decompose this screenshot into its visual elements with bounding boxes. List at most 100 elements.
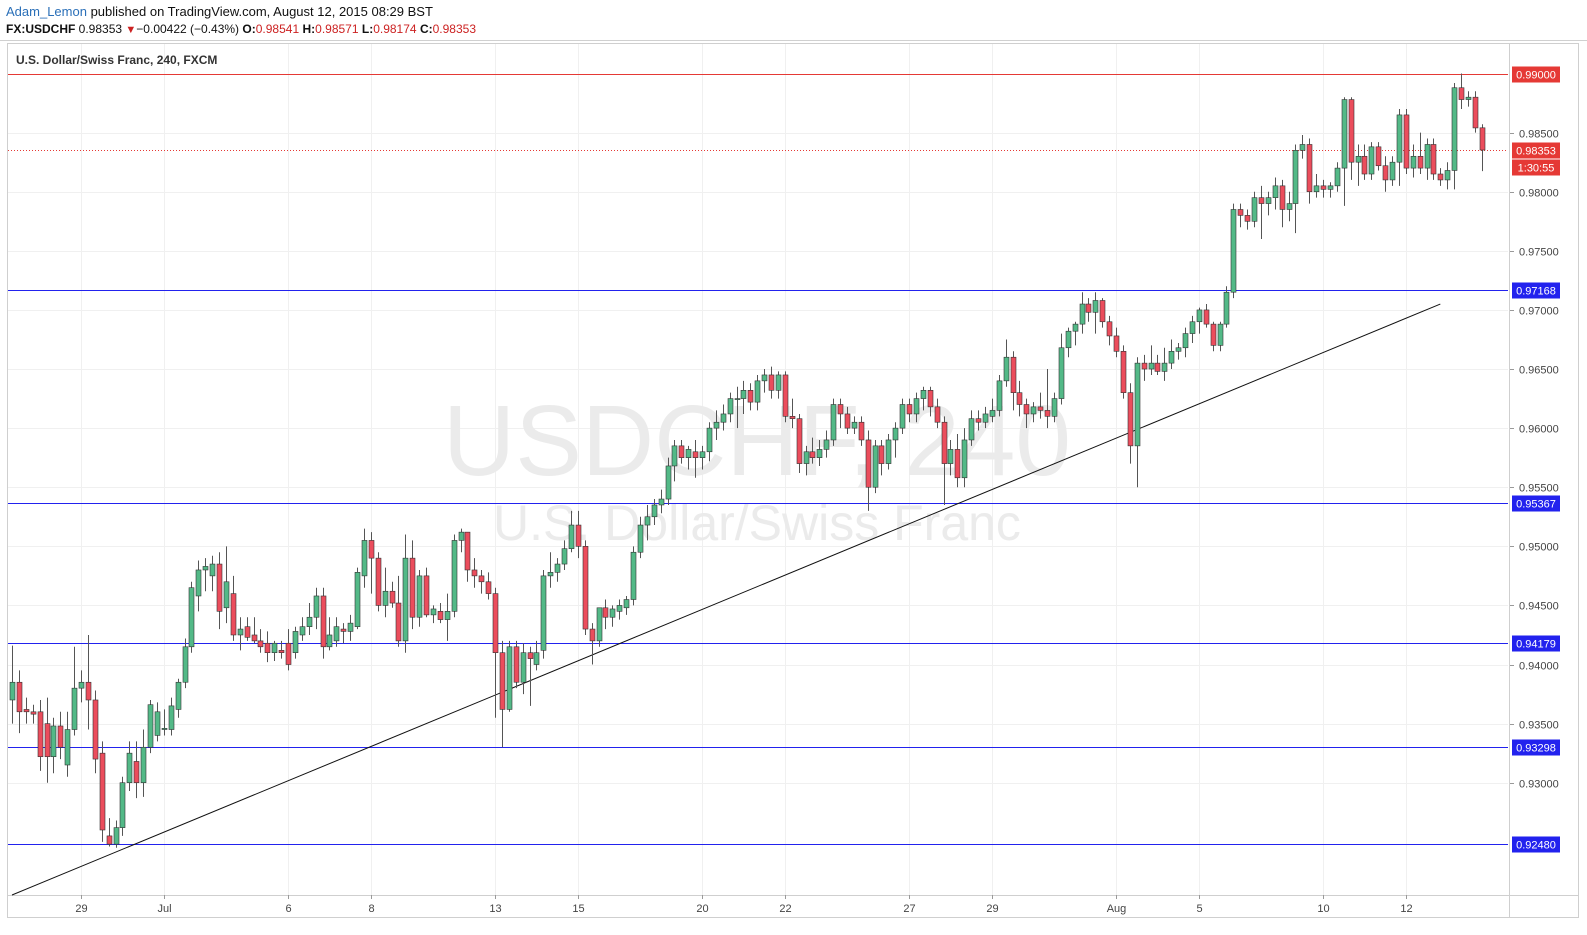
candle-body: [1092, 300, 1099, 313]
time-axis[interactable]: 29 Jul 6 8 13 15 20 22 27 29 Aug 5 10 12: [75, 895, 1413, 915]
candle-body: [119, 782, 126, 828]
level-price-tag: [1512, 836, 1560, 853]
candle-body: [1375, 146, 1382, 167]
time-tick-label: 20: [696, 903, 708, 915]
time-tick-label: 29: [986, 903, 998, 915]
candle-body: [1079, 303, 1086, 325]
time-tick-label: 13: [489, 903, 501, 915]
candle-body: [692, 451, 699, 458]
candle-body: [244, 626, 251, 638]
candle-body: [499, 652, 506, 710]
candle-body: [1230, 209, 1237, 293]
candle-body: [92, 699, 99, 760]
candle-body: [85, 681, 92, 701]
candle-body: [1472, 96, 1479, 129]
level-price-label: 0.92480: [1516, 840, 1556, 852]
candle-body: [954, 449, 961, 479]
candle-body: [78, 681, 85, 689]
ohlc-line: FX:USDCHF 0.98353 ▼−0.00422 (−0.43%) O:0…: [6, 22, 476, 36]
published-text: published on TradingView.com, August 12,…: [90, 4, 433, 19]
candle-body: [1106, 321, 1113, 337]
candle-body: [1037, 406, 1044, 411]
price-tick-label: 0.98000: [1519, 188, 1559, 200]
candle-body: [602, 607, 609, 618]
current-price-label: 0.98353: [1516, 146, 1556, 158]
candle-body: [699, 451, 706, 458]
candle-body: [1299, 144, 1306, 151]
chart-title: U.S. Dollar/Swiss Franc, 240, FXCM: [16, 53, 217, 67]
candle-body: [1327, 185, 1334, 190]
candle-body: [913, 398, 920, 415]
level-price-label: 0.93298: [1516, 743, 1556, 755]
candle-body: [23, 709, 30, 713]
candle-body: [644, 516, 651, 526]
candle-body: [50, 725, 57, 758]
price-tick-label: 0.97000: [1519, 306, 1559, 318]
candle-body: [382, 590, 389, 606]
candles: [9, 73, 1486, 848]
price-tick-label: 0.94500: [1519, 601, 1559, 613]
candle-body: [30, 711, 37, 715]
candle-body: [264, 642, 271, 654]
candle-body: [713, 421, 720, 429]
candle-body: [1479, 127, 1486, 151]
candle-body: [320, 595, 327, 648]
candle-body: [885, 439, 892, 464]
candle-body: [734, 398, 741, 400]
candle-body: [1127, 392, 1134, 447]
candle-body: [175, 681, 182, 710]
candle-body: [1182, 333, 1189, 349]
candle-body: [775, 374, 782, 391]
time-tick-label: 22: [779, 903, 791, 915]
candle-body: [492, 593, 499, 654]
candle-body: [416, 575, 423, 618]
candle-body: [44, 723, 51, 758]
time-tick-label: 5: [1196, 903, 1202, 915]
candle-body: [140, 746, 147, 784]
candle-body: [651, 504, 658, 518]
candle-body: [133, 761, 140, 784]
author-link[interactable]: Adam_Lemon: [6, 4, 87, 19]
candle-body: [1465, 96, 1472, 100]
candle-body: [727, 398, 734, 415]
low-value: 0.98174: [373, 22, 417, 36]
candle-body: [513, 646, 520, 683]
candle-body: [685, 449, 692, 458]
candle-body: [920, 390, 927, 399]
candle-body: [547, 572, 554, 577]
candle-body: [37, 711, 44, 758]
candle-body: [575, 524, 582, 547]
candle-body: [796, 418, 803, 464]
trendline-group[interactable]: [11, 303, 1441, 896]
symbol[interactable]: FX:USDCHF: [6, 22, 76, 36]
publish-line: Adam_Lemon published on TradingView.com,…: [6, 4, 433, 19]
candle-body: [533, 652, 540, 665]
candle-body: [789, 416, 796, 419]
candle-body: [1272, 185, 1279, 198]
candle-body: [720, 413, 727, 423]
candle-body: [147, 704, 154, 748]
candle-body: [223, 581, 230, 609]
candle-body: [927, 390, 934, 408]
candle-body: [1175, 347, 1182, 352]
level-price-tag: [1512, 66, 1560, 83]
candle-body: [154, 711, 161, 736]
candle-body: [485, 581, 492, 594]
price-axis[interactable]: 0.93000 0.93500 0.94000 0.94500 0.95000 0.955…: [1510, 66, 1560, 853]
candle-body: [1417, 155, 1424, 169]
candle-body: [1286, 203, 1293, 210]
trendline: [11, 303, 1441, 896]
candle-body: [292, 631, 299, 654]
level-price-label: 0.97168: [1516, 286, 1556, 298]
candle-body: [299, 626, 306, 636]
candle-body: [1424, 144, 1431, 169]
candle-body: [892, 427, 899, 441]
candle-body: [1410, 155, 1417, 169]
candle-body: [1016, 392, 1023, 405]
price-tick-label: 0.95500: [1519, 483, 1559, 495]
candle-body: [1396, 114, 1403, 163]
candle-body: [941, 421, 948, 464]
time-tick-label: 29: [75, 903, 87, 915]
candle-body: [395, 602, 402, 642]
